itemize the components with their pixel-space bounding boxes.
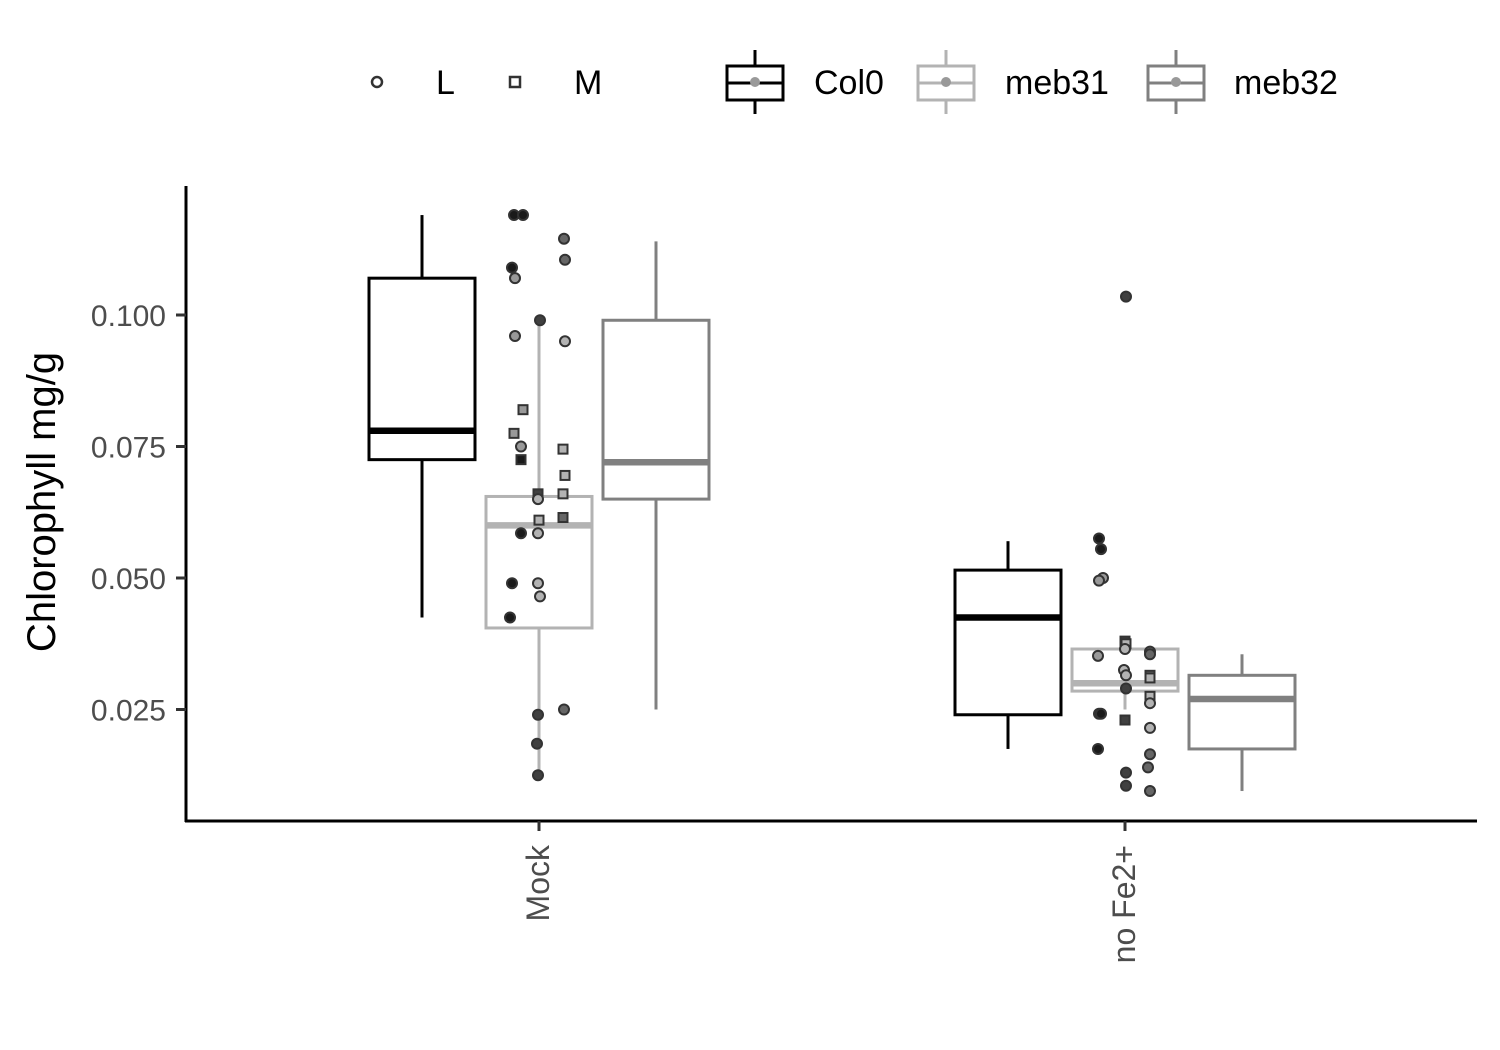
point-meb32: [557, 488, 569, 500]
y-axis-title: Chlorophyll mg/g: [20, 352, 64, 652]
point-meb31: [1120, 766, 1132, 779]
box-meb31: [484, 320, 594, 776]
point-col0: [515, 454, 527, 466]
point-meb31: [1119, 643, 1131, 656]
point-meb31: [532, 708, 544, 721]
point-meb31: [531, 737, 543, 750]
point-meb32: [558, 703, 570, 716]
point-col0: [506, 261, 518, 274]
box-meb32: [1187, 654, 1297, 792]
point-meb32: [1144, 697, 1156, 710]
box-iqr: [1187, 673, 1297, 751]
data-points: [504, 209, 1156, 798]
point-meb31: [534, 314, 546, 327]
point-col0: [1095, 707, 1107, 720]
legend-key-meb31: [916, 50, 976, 114]
x-ticks: Mock no Fe2+: [520, 821, 1142, 963]
x-tick-label: Mock: [520, 844, 556, 921]
point-col0: [1092, 649, 1104, 662]
legend-circle-symbol: [370, 75, 384, 89]
point-meb31: [1120, 682, 1132, 695]
y-tick-label: 0.075: [91, 432, 166, 465]
box-iqr: [953, 568, 1063, 717]
point-meb32: [559, 335, 571, 348]
point-meb32: [559, 469, 571, 481]
point-col0: [509, 272, 521, 285]
legend-key-col0: [725, 50, 785, 114]
point-meb31: [532, 577, 544, 590]
legend-label-col0: Col0: [814, 64, 884, 102]
point-col0: [506, 577, 518, 590]
point-col0: [515, 440, 527, 453]
point-meb31: [532, 493, 544, 506]
legend-square-symbol: [508, 75, 522, 89]
point-meb32: [1144, 721, 1156, 734]
legend-key-meb32: [1146, 50, 1206, 114]
box-col0: [953, 541, 1063, 749]
point-meb31: [1119, 714, 1131, 726]
point-meb32: [1144, 785, 1156, 798]
point-meb31: [532, 527, 544, 540]
color-legend: Col0 meb31 meb32: [725, 50, 1338, 114]
point-meb32: [1144, 672, 1156, 684]
shape-legend: L M: [370, 64, 602, 102]
point-col0: [1093, 574, 1105, 587]
y-tick-label: 0.025: [91, 695, 166, 728]
legend-label-m: M: [574, 64, 602, 102]
point-meb32: [557, 512, 569, 524]
legend-label-meb32: meb32: [1234, 64, 1338, 102]
point-col0: [1095, 543, 1107, 556]
box-meb32: [601, 241, 711, 710]
y-tick-label: 0.050: [91, 563, 166, 596]
point-meb32: [558, 232, 570, 245]
legend-label-meb31: meb31: [1005, 64, 1109, 102]
point-col0: [508, 427, 520, 439]
point-meb32: [557, 443, 569, 455]
legend-label-l: L: [436, 64, 455, 102]
point-meb31: [1120, 669, 1132, 682]
point-col0: [509, 330, 521, 343]
point-meb31: [534, 590, 546, 603]
point-meb31: [533, 514, 545, 526]
point-meb31: [1120, 290, 1132, 303]
y-tick-label: 0.100: [91, 300, 166, 333]
box-plots: [367, 215, 1297, 792]
box-iqr: [601, 318, 711, 501]
point-col0: [517, 209, 529, 222]
x-tick-label: no Fe2+: [1106, 845, 1142, 963]
point-meb32: [1144, 748, 1156, 761]
point-meb32: [1144, 648, 1156, 661]
y-ticks: 0.025 0.050 0.075 0.100: [91, 300, 186, 728]
point-col0: [1093, 532, 1105, 545]
point-meb31: [1120, 779, 1132, 792]
point-col0: [517, 404, 529, 416]
box-col0: [367, 215, 477, 618]
point-meb31: [532, 769, 544, 782]
point-col0: [1092, 742, 1104, 755]
point-col0: [515, 527, 527, 540]
point-meb32: [1142, 761, 1154, 774]
point-meb32: [559, 253, 571, 266]
point-col0: [504, 611, 516, 624]
